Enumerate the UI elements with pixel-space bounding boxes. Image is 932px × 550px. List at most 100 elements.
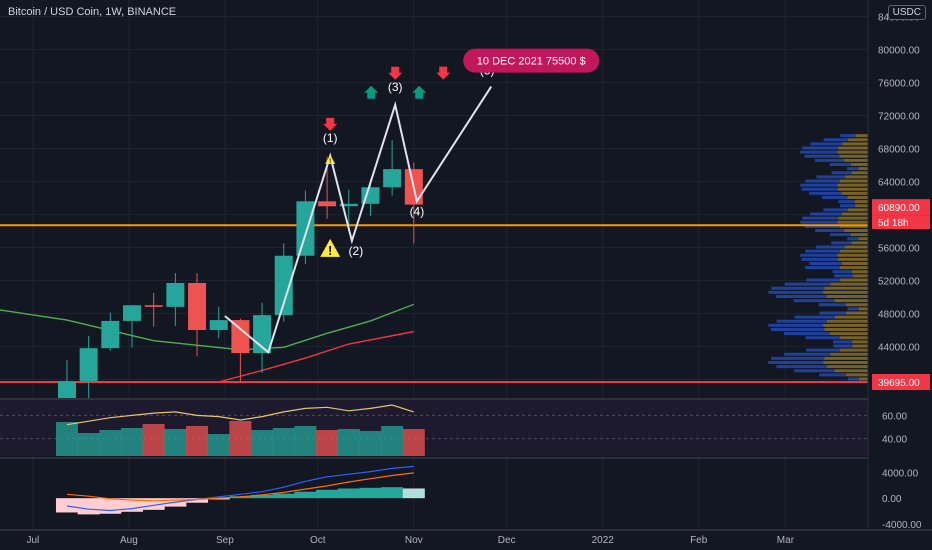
volume-profile-bar (815, 229, 845, 232)
moving-average-red (218, 330, 414, 383)
volume-profile-bar (839, 179, 868, 183)
volume-profile-bar (833, 344, 853, 348)
macd-tick-label: -4000.00 (882, 520, 922, 531)
volume-profile-bar (818, 303, 846, 307)
macd-histogram-bar (142, 498, 165, 510)
candle-body (231, 320, 250, 354)
volume-profile-bar (847, 167, 859, 171)
time-tick-label: Feb (690, 535, 708, 546)
macd-histogram-bar (402, 488, 425, 499)
time-tick-label: Nov (405, 535, 423, 546)
candle-body (101, 320, 120, 349)
volume-profile-bar (852, 340, 868, 344)
volume-profile-bar (809, 262, 842, 265)
volume-profile-bar (848, 138, 868, 142)
rsi-line (66, 404, 414, 426)
volume-profile-bar (804, 224, 840, 228)
volume-bar (142, 424, 165, 456)
volume-profile-bar (839, 204, 856, 208)
volume-profile-bar (837, 150, 868, 154)
volume-profile (768, 134, 868, 381)
volume-profile-bar (854, 200, 868, 204)
warning-triangle-icon (325, 154, 336, 164)
volume-profile-bar (847, 208, 868, 212)
time-tick-label: 2022 (592, 535, 615, 546)
volume-profile-bar (770, 328, 825, 331)
countdown-label: 5d 18h (878, 218, 909, 229)
volume-profile-bar (793, 299, 835, 303)
volume-profile-bar (801, 187, 839, 191)
volume-profile-bar (802, 216, 839, 220)
volume-profile-bar (819, 311, 847, 315)
volume-bar (99, 430, 122, 456)
volume-profile-bar (834, 315, 868, 319)
volume-profile-bar (824, 286, 868, 290)
candle-body (383, 169, 402, 188)
volume-profile-bar (839, 249, 868, 253)
volume-profile-bar (834, 299, 868, 303)
volume-profile-bar (783, 332, 831, 336)
volume-profile-bar (771, 356, 825, 360)
macd-tick-label: 4000.00 (882, 468, 919, 479)
volume-profile-bar (847, 307, 859, 311)
volume-profile-bar (802, 146, 839, 150)
volume-profile-bar (851, 241, 868, 245)
time-tick-label: Sep (216, 535, 234, 546)
volume-profile-bar (858, 167, 868, 171)
volume-profile-bar (847, 196, 868, 199)
volume-profile-bar (834, 369, 868, 373)
volume-profile-bar (805, 179, 840, 183)
volume-profile-bar (837, 253, 868, 257)
volume-profile-bar (844, 158, 868, 162)
macd-histogram-bar (99, 498, 122, 514)
volume-bar (316, 430, 339, 456)
arrow-down-icon (323, 117, 338, 131)
annotation-text: 10 DEC 2021 75500 $ (477, 56, 586, 68)
volume-profile-bar (831, 171, 852, 175)
arrow-up-icon (364, 85, 379, 99)
volume-bar (121, 428, 143, 456)
volume-profile-bar (852, 274, 868, 278)
volume-profile-bar (806, 278, 841, 282)
candle-body (123, 305, 141, 321)
volume-profile-bar (830, 282, 868, 286)
volume-profile-bar (840, 348, 868, 352)
current-price-tag-bg (872, 199, 930, 216)
currency-badge[interactable]: USDC (887, 5, 926, 20)
rsi-tick-label: 40.00 (882, 435, 907, 446)
price-tick-label: 56000.00 (878, 244, 920, 255)
warning-mark: ! (328, 243, 332, 258)
volume-bar (55, 422, 78, 456)
volume-profile-bar (848, 377, 859, 381)
wave-label: (2) (349, 244, 364, 258)
volume-profile-bar (850, 233, 868, 237)
volume-profile-bar (834, 274, 853, 278)
volume-profile-bar (838, 216, 868, 220)
volume-profile-bar (839, 224, 868, 228)
annotation-badge (463, 48, 600, 73)
volume-bar (77, 433, 100, 456)
volume-profile-bar (822, 196, 848, 199)
candle-body (318, 201, 337, 207)
time-tick-label: Jul (27, 535, 40, 546)
macd-line (66, 465, 414, 512)
wave-label: (3) (388, 80, 403, 94)
volume-profile-bar (830, 233, 851, 237)
volume-profile-bar (838, 257, 868, 261)
volume-profile-bar (800, 253, 838, 257)
volume-profile-bar (830, 352, 868, 356)
macd-histogram-bar (316, 489, 339, 499)
candle-body (188, 282, 207, 330)
volume-profile-bar (839, 336, 868, 340)
warning-triangle-icon (320, 238, 341, 257)
macd-histogram-bar (207, 498, 230, 500)
price-tick-label: 72000.00 (878, 112, 920, 123)
arrow-down-icon (388, 66, 403, 80)
volume-profile-bar (830, 332, 868, 336)
volume-bar (251, 430, 274, 456)
current-price-tag: 60890.00 (878, 203, 920, 214)
support-price-tag-bg (872, 374, 930, 391)
warning-mark: ! (329, 158, 331, 165)
volume-profile-bar (826, 295, 868, 298)
